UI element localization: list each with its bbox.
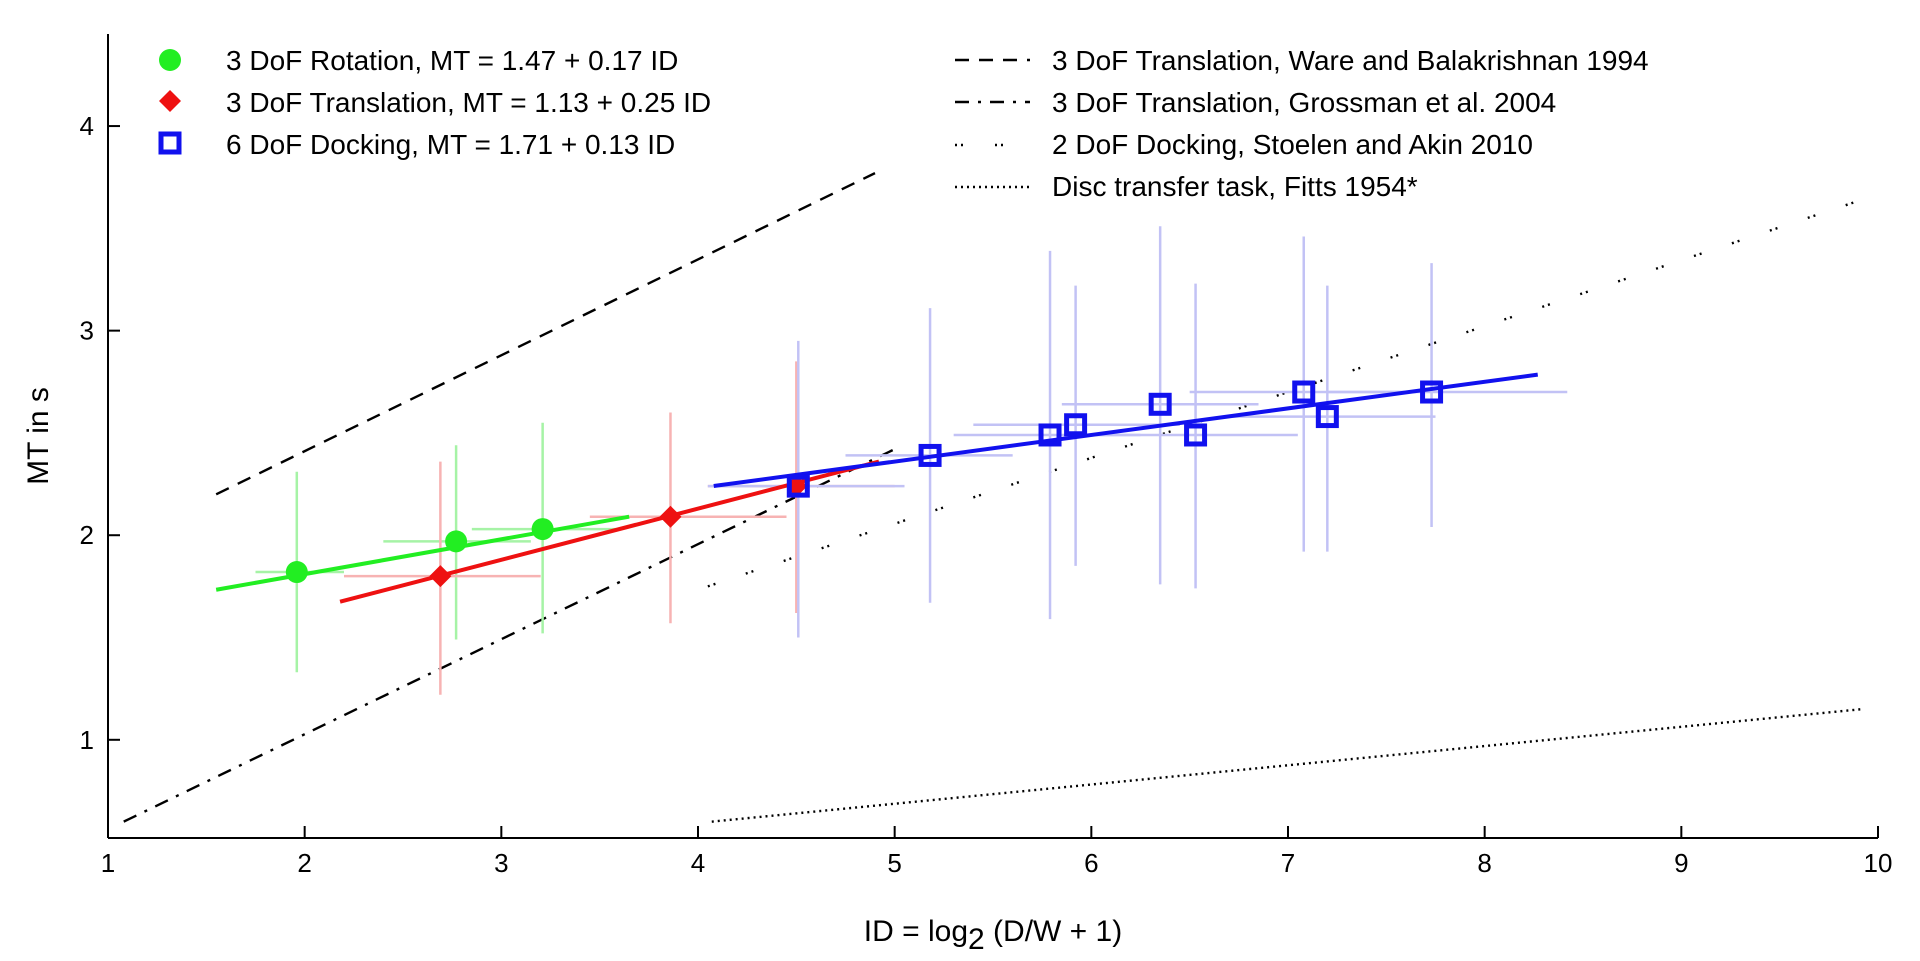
legend-entry-translation: 3 DoF Translation, MT = 1.13 + 0.25 ID — [159, 87, 711, 118]
data-point-square — [1038, 423, 1062, 447]
legend-entry-stoelen: 2 DoF Docking, Stoelen and Akin 2010 — [955, 129, 1533, 160]
legend-marker-square — [158, 131, 182, 155]
x-axis-label: ID = log2 (D/W + 1) — [864, 915, 1122, 956]
data-point-square — [1064, 413, 1088, 437]
x-tick-label: 5 — [887, 848, 901, 878]
legend-label-stoelen: 2 DoF Docking, Stoelen and Akin 2010 — [1052, 129, 1533, 160]
fit-lines — [215, 372, 1539, 604]
x-tick-label: 2 — [297, 848, 311, 878]
fit-line-square — [713, 372, 1539, 489]
legend-marker-diamond — [159, 90, 181, 112]
data-point-square — [1292, 380, 1316, 404]
data-point-circle — [285, 561, 308, 584]
data-point-square — [1315, 405, 1339, 429]
legend-label-grossman: 3 DoF Translation, Grossman et al. 2004 — [1052, 87, 1556, 118]
data-point-square — [786, 474, 810, 498]
reference-line-dashdot — [123, 446, 900, 823]
data-point-circle — [531, 518, 554, 541]
x-axis-label-subscript: 2 — [968, 923, 985, 956]
legend-entry-ware: 3 DoF Translation, Ware and Balakrishnan… — [955, 45, 1649, 76]
data-point-diamond — [429, 565, 452, 588]
data-point-square — [1420, 380, 1444, 404]
legend-label-ware: 3 DoF Translation, Ware and Balakrishnan… — [1052, 45, 1649, 76]
legend-entry-grossman: 3 DoF Translation, Grossman et al. 2004 — [955, 87, 1556, 118]
x-axis-label-tail: (D/W + 1) — [985, 915, 1123, 948]
data-point-diamond — [659, 505, 682, 528]
legend-entry-fitts: Disc transfer task, Fitts 1954* — [955, 171, 1418, 202]
x-tick-label: 10 — [1864, 848, 1893, 878]
reference-lines — [123, 172, 1869, 823]
x-tick-label: 9 — [1674, 848, 1688, 878]
axes — [107, 34, 1878, 839]
x-tick-label: 4 — [691, 848, 705, 878]
x-tick-label: 3 — [494, 848, 508, 878]
data-point-circle — [445, 530, 468, 553]
y-tick-label: 1 — [80, 725, 94, 755]
data-point-square — [918, 443, 942, 467]
data-point-square — [1148, 392, 1172, 416]
fit-line-circle — [215, 514, 630, 592]
data-markers — [285, 380, 1444, 588]
x-tick-label: 1 — [101, 848, 115, 878]
ticks: 1 2 3 4 5 6 7 8 9 10 1 2 3 4 — [80, 111, 1893, 878]
legend-marker-circle — [159, 49, 181, 71]
y-tick-label: 4 — [80, 111, 94, 141]
y-tick-label: 3 — [80, 316, 94, 346]
reference-line-dashed — [215, 172, 876, 496]
y-axis-label: MT in s — [22, 387, 55, 485]
legend-entry-docking: 6 DoF Docking, MT = 1.71 + 0.13 ID — [158, 129, 675, 160]
legend-entry-rotation: 3 DoF Rotation, MT = 1.47 + 0.17 ID — [159, 45, 678, 76]
legend: 3 DoF Rotation, MT = 1.47 + 0.17 ID 3 Do… — [158, 45, 1649, 202]
legend-label-docking: 6 DoF Docking, MT = 1.71 + 0.13 ID — [226, 129, 675, 160]
data-point-square — [1184, 423, 1208, 447]
x-tick-label: 8 — [1477, 848, 1491, 878]
reference-line-dotted — [711, 707, 1863, 823]
legend-label-translation: 3 DoF Translation, MT = 1.13 + 0.25 ID — [226, 87, 711, 118]
x-tick-label: 6 — [1084, 848, 1098, 878]
legend-label-fitts: Disc transfer task, Fitts 1954* — [1052, 171, 1418, 202]
legend-label-rotation: 3 DoF Rotation, MT = 1.47 + 0.17 ID — [226, 45, 678, 76]
y-tick-label: 2 — [80, 520, 94, 550]
x-axis-label-main: ID = log — [864, 915, 968, 948]
x-tick-label: 7 — [1281, 848, 1295, 878]
